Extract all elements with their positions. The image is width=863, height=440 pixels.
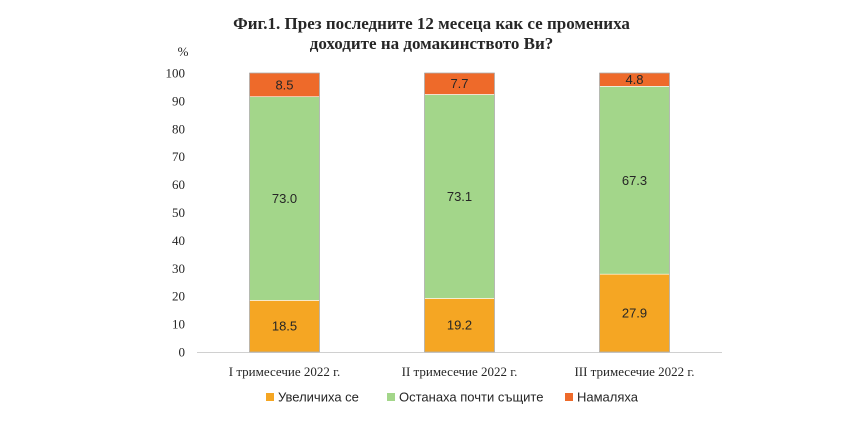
bar-outline: [249, 72, 320, 353]
data-label: 7.7: [450, 76, 468, 91]
y-tick-label: 90: [172, 93, 185, 108]
legend-label: Намаляха: [577, 390, 639, 405]
bar-segment: [424, 298, 495, 353]
y-tick-label: 50: [172, 205, 185, 220]
bar-outline: [424, 72, 495, 353]
bar-outline: [599, 72, 670, 353]
y-tick-label: 100: [166, 66, 186, 81]
data-label: 8.5: [275, 77, 293, 92]
bar-segment: [249, 300, 320, 353]
legend-label: Увеличиха се: [278, 390, 359, 405]
y-tick-label: 20: [172, 289, 185, 304]
bar-segment: [599, 273, 670, 353]
x-category-label: I тримесечие 2022 г.: [229, 364, 340, 379]
y-tick-label: 40: [172, 233, 185, 248]
y-tick-label: 30: [172, 261, 185, 276]
x-category-label: II тримесечие 2022 г.: [402, 364, 518, 379]
legend-label: Останаха почти същите: [399, 390, 543, 405]
y-tick-label: 80: [172, 121, 185, 136]
chart-title-line-2: доходите на домакинството Ви?: [309, 34, 554, 53]
legend-swatch: [565, 393, 573, 401]
y-tick-label: 0: [179, 345, 186, 360]
chart-title-line-1: Фиг.1. През последните 12 месеца как се …: [233, 14, 630, 33]
legend-swatch: [266, 393, 274, 401]
data-label: 73.1: [447, 189, 472, 204]
data-label: 18.5: [272, 319, 297, 334]
data-label: 4.8: [625, 72, 643, 87]
x-category-label: III тримесечие 2022 г.: [574, 364, 694, 379]
bar-segment: [424, 94, 495, 299]
y-tick-label: 10: [172, 317, 185, 332]
y-tick-label: 60: [172, 177, 185, 192]
data-label: 73.0: [272, 191, 297, 206]
y-tick-label: 70: [172, 149, 185, 164]
data-label: 19.2: [447, 318, 472, 333]
y-axis-label: %: [178, 44, 189, 59]
data-label: 27.9: [622, 306, 647, 321]
data-label: 67.3: [622, 173, 647, 188]
legend-swatch: [387, 393, 395, 401]
